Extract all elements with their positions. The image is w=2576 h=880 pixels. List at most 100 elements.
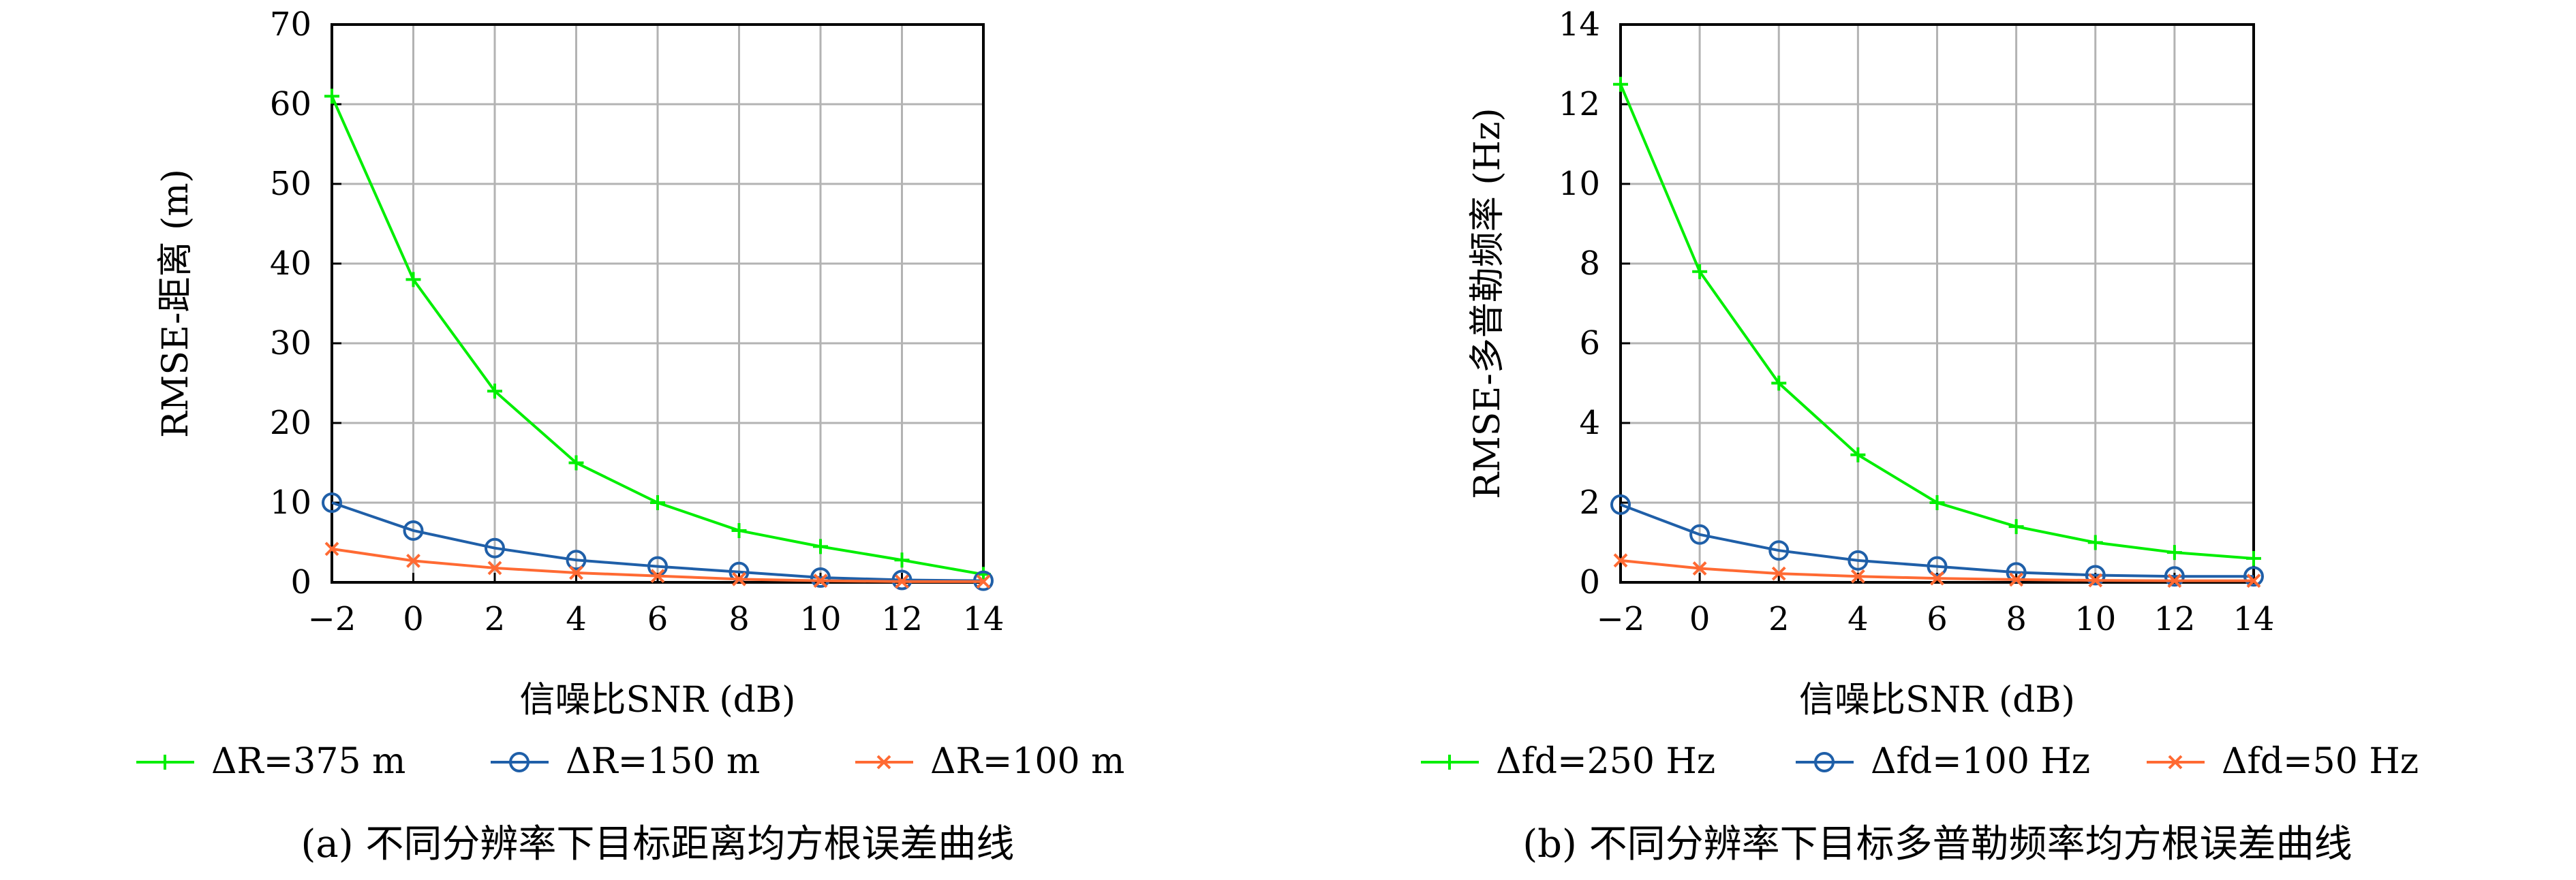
figure-caption: (a) 不同分辨率下目标距离均方根误差曲线	[301, 822, 1015, 866]
x-tick-label: 8	[729, 600, 750, 638]
data-point	[406, 553, 420, 568]
x-tick-label: 12	[2153, 600, 2195, 638]
y-tick-label: 0	[290, 563, 311, 601]
x-axis-label: 信噪比SNR (dB)	[1799, 680, 2075, 721]
legend-entry-label: ΔR=100 m	[930, 741, 1124, 782]
data-point	[324, 89, 339, 104]
data-point	[2166, 545, 2182, 561]
data-point	[487, 383, 502, 399]
data-point	[569, 565, 583, 580]
data-point	[1692, 264, 1708, 279]
data-point	[568, 455, 584, 471]
y-tick-label: 60	[270, 85, 311, 123]
data-point	[487, 561, 502, 576]
data-point	[731, 522, 747, 538]
y-tick-label: 14	[1559, 5, 1600, 44]
x-tick-label: 14	[2233, 600, 2274, 638]
data-point	[2164, 566, 2185, 587]
data-point	[1768, 540, 1790, 561]
legend-swatch-marker	[2168, 755, 2183, 770]
y-tick-label: 20	[270, 404, 311, 442]
legend-swatch-marker	[1814, 752, 1835, 772]
y-tick-label: 12	[1559, 85, 1600, 123]
data-point	[810, 567, 831, 588]
x-tick-label: 0	[1689, 600, 1711, 638]
y-tick-label: 50	[270, 165, 311, 203]
data-point	[732, 571, 746, 586]
data-point	[485, 537, 505, 559]
x-tick-label: −2	[308, 600, 356, 638]
x-tick-label: 0	[403, 600, 424, 638]
y-tick-label: 30	[270, 324, 311, 362]
data-point	[1692, 561, 1707, 576]
x-tick-label: 8	[2006, 600, 2027, 638]
data-point	[1847, 550, 1869, 571]
x-tick-label: 6	[647, 600, 669, 638]
series-line	[331, 501, 984, 582]
y-tick-label: 2	[1579, 484, 1600, 522]
series-0	[1613, 76, 2261, 566]
figure-caption: (b) 不同分辨率下目标多普勒频率均方根误差曲线	[1522, 822, 2352, 866]
y-tick-label: 6	[1579, 324, 1600, 362]
data-point	[2246, 573, 2261, 588]
x-tick-label: 4	[566, 600, 587, 638]
x-axis-label: 信噪比SNR (dB)	[520, 680, 796, 721]
legend-swatch-marker	[1442, 755, 1457, 770]
data-point	[2085, 565, 2106, 586]
data-point	[566, 550, 587, 571]
data-point	[2087, 535, 2103, 550]
x-tick-label: −2	[1597, 600, 1645, 638]
y-axis-label: RMSE-距离 (m)	[155, 169, 196, 438]
data-point	[2009, 572, 2024, 587]
data-point	[322, 492, 342, 513]
legend: Δfd=250 Hz Δfd=100 Hz Δfd=50 Hz	[1421, 741, 2419, 782]
data-point	[895, 574, 909, 589]
data-point	[2088, 573, 2103, 588]
series-line	[1620, 503, 2254, 578]
y-tick-label: 10	[1559, 165, 1600, 203]
data-point	[2008, 519, 2024, 535]
y-axis-label: RMSE-多普勒频率 (Hz)	[1467, 108, 1508, 499]
data-point	[894, 552, 910, 568]
x-tick-label: 10	[2074, 600, 2116, 638]
x-tick-label: 2	[485, 600, 506, 638]
data-point	[650, 495, 665, 510]
data-point	[1613, 553, 1628, 568]
data-point	[1850, 447, 1866, 462]
y-tick-label: 4	[1579, 404, 1600, 442]
x-tick-label: 14	[962, 600, 1004, 638]
y-tick-label: 10	[270, 484, 311, 522]
data-point	[1930, 571, 1944, 586]
legend-swatch-marker	[157, 755, 172, 770]
y-tick-label: 40	[270, 245, 311, 283]
x-tick-label: 10	[799, 600, 841, 638]
data-point	[1689, 524, 1711, 545]
data-point	[405, 272, 421, 287]
data-point	[1927, 556, 1948, 577]
data-point	[976, 574, 991, 589]
data-point	[2243, 566, 2264, 587]
series-0	[324, 89, 991, 582]
legend-entry-label: Δfd=50 Hz	[2222, 741, 2419, 782]
series-2	[1613, 553, 2261, 588]
data-point	[813, 573, 828, 588]
data-point	[1613, 76, 1628, 92]
series-2	[324, 541, 991, 589]
data-point	[324, 541, 339, 556]
legend-entry-label: Δfd=250 Hz	[1496, 741, 1715, 782]
data-point	[403, 520, 424, 541]
plot-frame	[331, 23, 985, 584]
data-point	[1929, 495, 1945, 510]
series-1	[322, 492, 994, 591]
y-tick-label: 0	[1579, 563, 1600, 601]
data-point	[813, 539, 828, 554]
legend: ΔR=375 m ΔR=150 m ΔR=100 m	[136, 741, 1124, 782]
data-point	[2167, 573, 2182, 588]
x-tick-label: 12	[881, 600, 923, 638]
data-point	[1771, 566, 1786, 581]
legend-entry-label: ΔR=375 m	[211, 741, 405, 782]
data-point	[1610, 494, 1631, 515]
